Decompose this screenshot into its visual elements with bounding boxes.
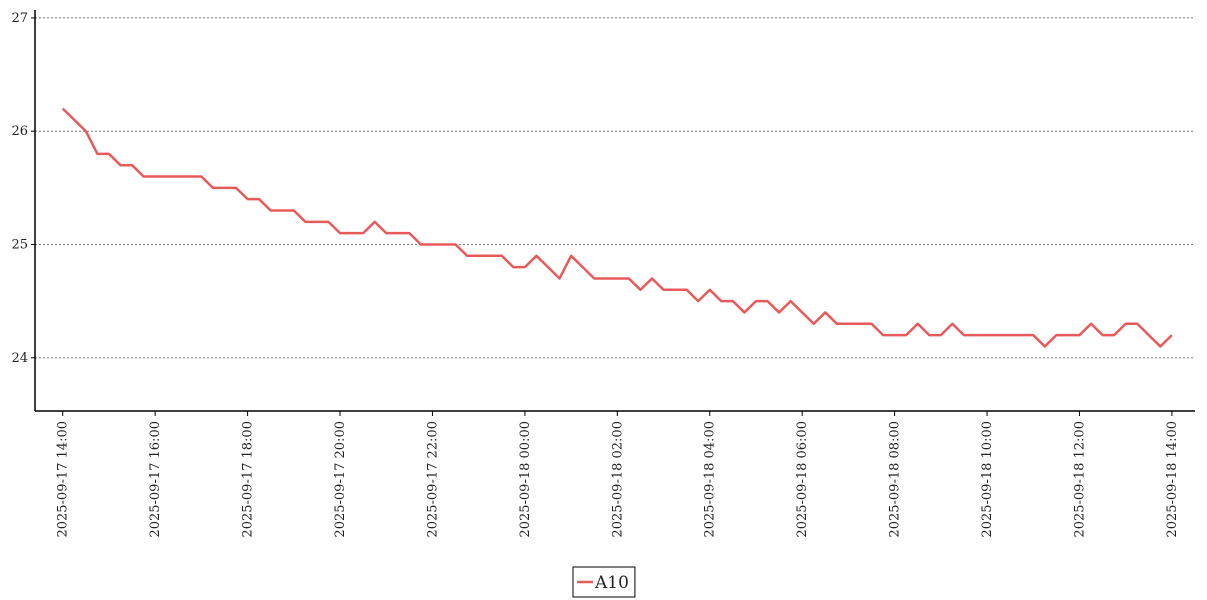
x-tick-label: 2025-09-17 16:00 bbox=[148, 421, 163, 538]
legend: A10 bbox=[572, 566, 636, 598]
x-tick-label: 2025-09-18 00:00 bbox=[518, 421, 533, 538]
x-tick-label: 2025-09-18 04:00 bbox=[703, 421, 718, 538]
x-tick-label: 2025-09-18 12:00 bbox=[1072, 421, 1087, 538]
y-tick-label: 24 bbox=[11, 351, 28, 366]
y-tick-label: 25 bbox=[11, 237, 28, 252]
x-tick-label: 2025-09-18 08:00 bbox=[888, 421, 903, 538]
y-tick-label: 26 bbox=[11, 124, 28, 139]
x-tick-label: 2025-09-18 14:00 bbox=[1165, 421, 1180, 538]
x-tick-label: 2025-09-17 22:00 bbox=[425, 421, 440, 538]
x-tick-label: 2025-09-18 02:00 bbox=[610, 421, 625, 538]
x-tick-label: 2025-09-18 06:00 bbox=[795, 421, 810, 538]
x-tick-label: 2025-09-17 14:00 bbox=[56, 421, 71, 538]
legend-box bbox=[572, 566, 636, 598]
x-tick-label: 2025-09-17 18:00 bbox=[241, 421, 256, 538]
y-tick-label: 27 bbox=[11, 11, 28, 26]
data-line bbox=[61, 107, 1173, 348]
x-tick-label: 2025-09-17 20:00 bbox=[333, 421, 348, 538]
x-tick-label: 2025-09-18 10:00 bbox=[980, 421, 995, 538]
legend-label: A10 bbox=[594, 573, 629, 593]
